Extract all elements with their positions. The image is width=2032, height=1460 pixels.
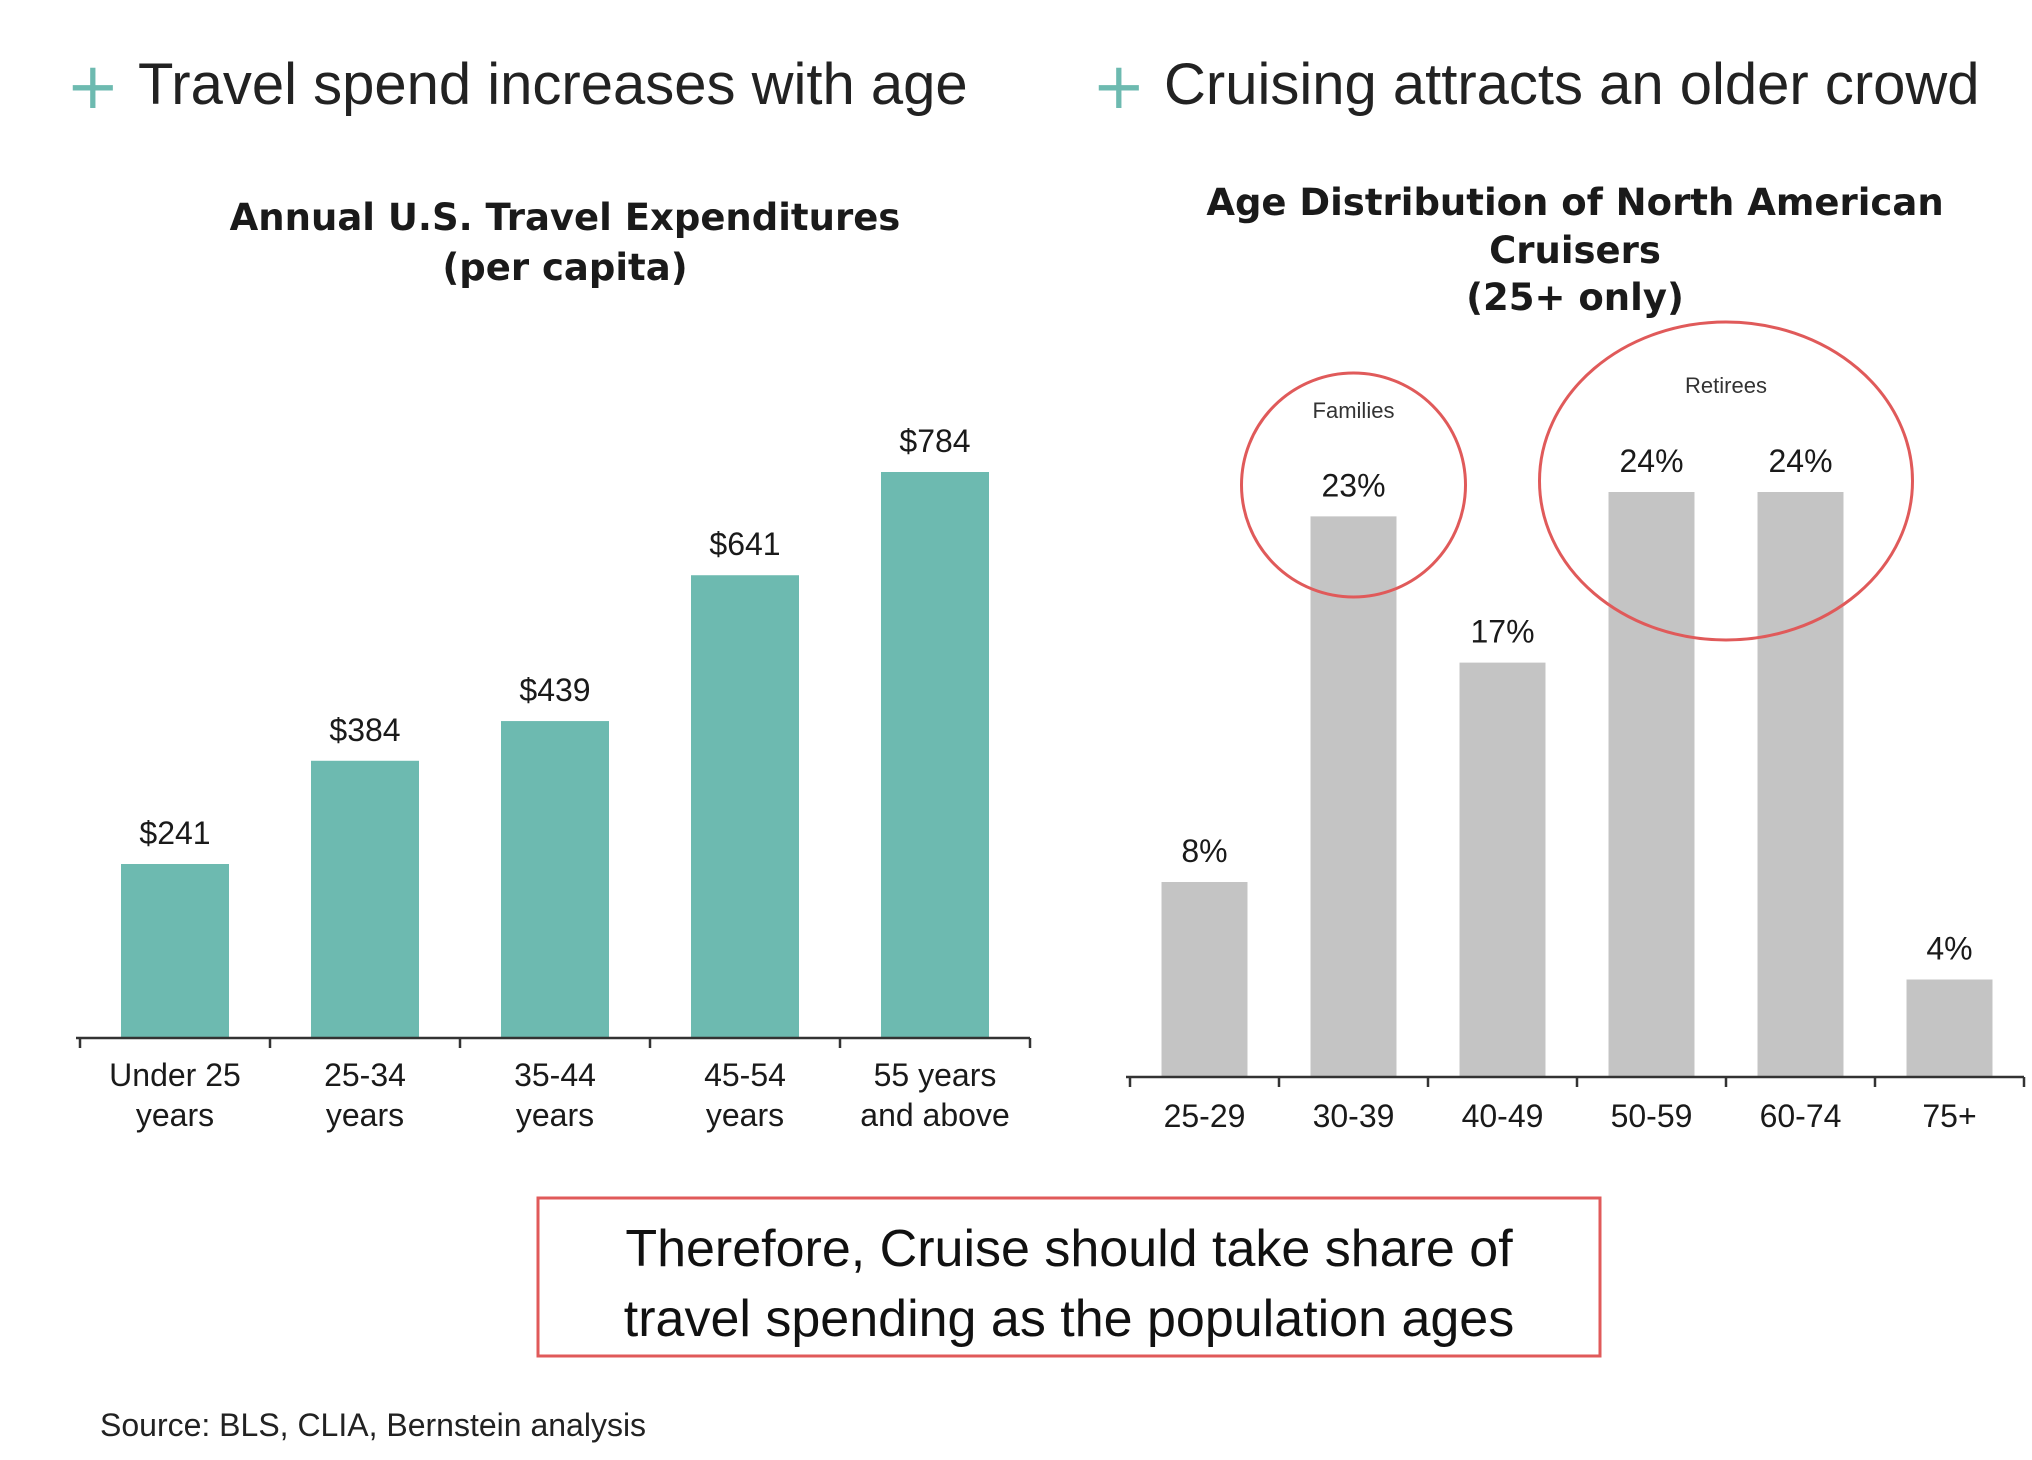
data-label: $241 xyxy=(139,815,210,851)
bar-2 xyxy=(501,721,609,1038)
tick-label: years xyxy=(706,1097,784,1133)
conclusion-box xyxy=(536,1196,1602,1358)
headline-left: Travel spend increases with age xyxy=(138,52,968,117)
plus-icon: + xyxy=(1092,50,1146,124)
data-label: 17% xyxy=(1470,614,1534,650)
tick-label: 25-29 xyxy=(1164,1098,1246,1134)
tick-label: 60-74 xyxy=(1760,1098,1842,1134)
cruiser-age-chart: Age Distribution of North American Cruis… xyxy=(1126,181,2026,1134)
chart-title-line: Annual U.S. Travel Expenditures xyxy=(230,196,901,239)
bar-2 xyxy=(1459,662,1546,1077)
bar-0 xyxy=(1161,882,1248,1077)
plus-icon: + xyxy=(66,50,120,124)
chart-title-line: (per capita) xyxy=(442,246,687,289)
data-label: $439 xyxy=(519,672,590,708)
bar-1 xyxy=(1310,516,1397,1077)
data-label: 24% xyxy=(1619,443,1683,479)
data-label: $384 xyxy=(329,712,400,748)
bar-1 xyxy=(311,760,419,1038)
data-label: $784 xyxy=(899,423,970,459)
source-note: Source: BLS, CLIA, Bernstein analysis xyxy=(100,1407,646,1443)
highlight-circle xyxy=(1240,371,1467,599)
data-label: $641 xyxy=(709,526,780,562)
annotation-label: Retirees xyxy=(1685,373,1767,398)
annotation-label: Families xyxy=(1313,398,1395,423)
chart-title-line: Cruisers xyxy=(1489,229,1661,272)
tick-label: years xyxy=(516,1097,594,1133)
chart-title-line: Age Distribution of North American xyxy=(1206,181,1943,224)
tick-label: years xyxy=(326,1097,404,1133)
conclusion-line: travel spending as the population ages xyxy=(624,1290,1514,1348)
tick-label: 50-59 xyxy=(1611,1098,1693,1134)
conclusion-line: Therefore, Cruise should take share of xyxy=(625,1220,1513,1278)
tick-label: 35-44 xyxy=(514,1057,596,1093)
data-label: 23% xyxy=(1321,467,1385,503)
bar-4 xyxy=(1757,492,1844,1077)
tick-label: 45-54 xyxy=(704,1057,786,1093)
chart-title-line: (25+ only) xyxy=(1466,276,1684,319)
bar-0 xyxy=(121,864,229,1038)
bar-5 xyxy=(1906,979,1993,1077)
headline-right: Cruising attracts an older crowd xyxy=(1164,52,1980,117)
data-label: 8% xyxy=(1181,833,1227,869)
tick-label: 30-39 xyxy=(1313,1098,1395,1134)
travel-expenditure-chart: Annual U.S. Travel Expenditures (per cap… xyxy=(76,196,1032,1133)
data-label: 24% xyxy=(1768,443,1832,479)
tick-label: 55 years xyxy=(874,1057,997,1093)
tick-label: Under 25 xyxy=(109,1057,241,1093)
highlight-circle xyxy=(1538,320,1914,642)
tick-label: 75+ xyxy=(1922,1098,1976,1134)
tick-label: years xyxy=(136,1097,214,1133)
bar-3 xyxy=(1608,492,1695,1077)
tick-label: 40-49 xyxy=(1462,1098,1544,1134)
tick-label: and above xyxy=(860,1097,1009,1133)
data-label: 4% xyxy=(1926,931,1972,967)
tick-label: 25-34 xyxy=(324,1057,406,1093)
bar-3 xyxy=(691,575,799,1038)
bar-4 xyxy=(881,472,989,1038)
